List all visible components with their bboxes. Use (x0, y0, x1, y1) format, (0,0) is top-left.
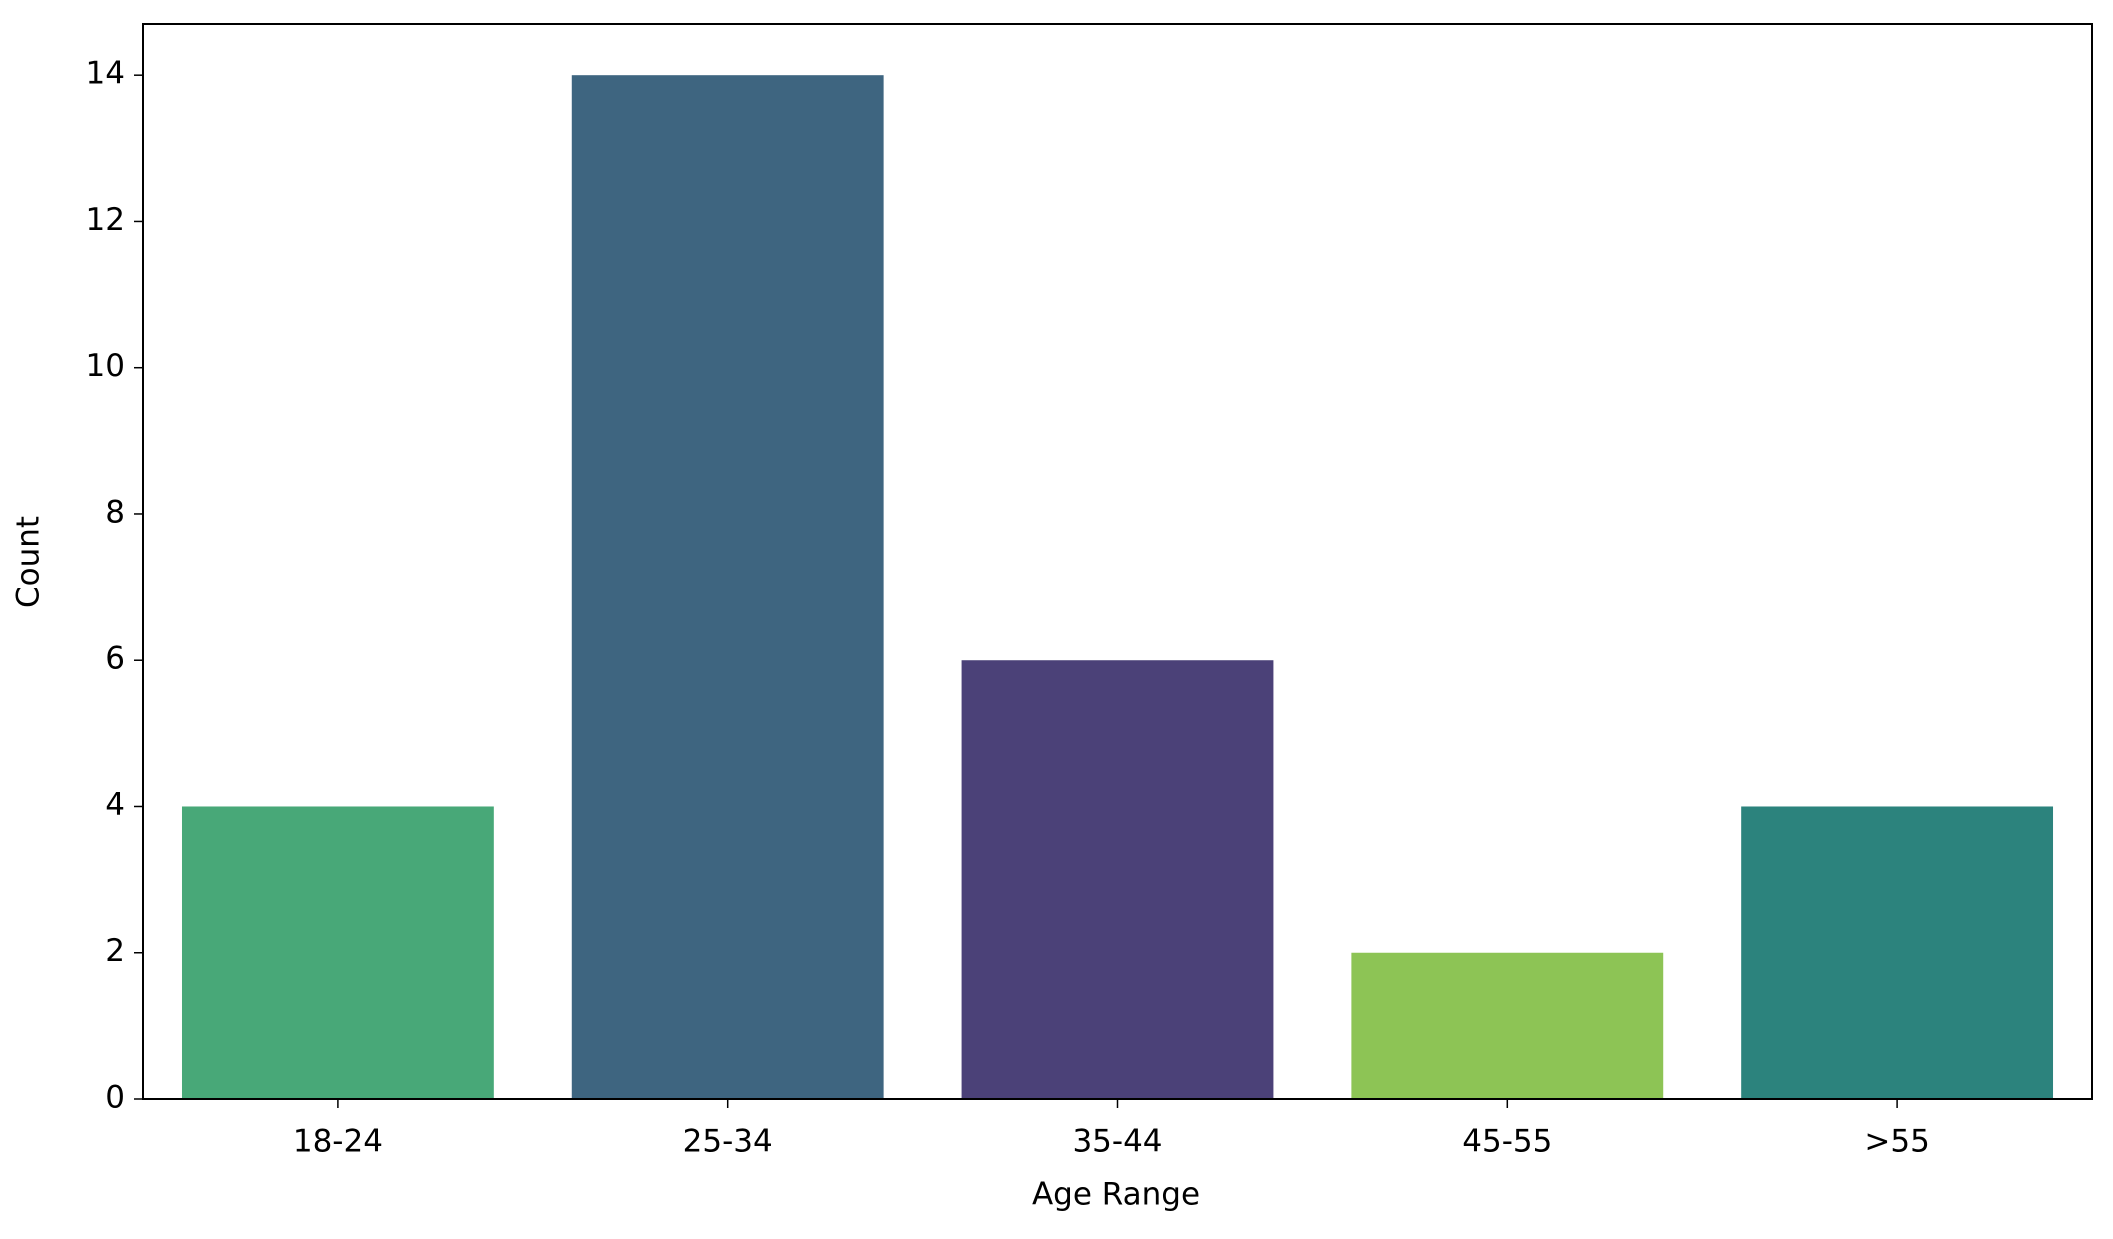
plot-frame (142, 23, 2093, 1100)
x-tick-label: 25-34 (683, 1124, 773, 1160)
x-tick-label: 18-24 (293, 1124, 383, 1160)
bar (961, 660, 1274, 1099)
bar (571, 75, 884, 1099)
y-tick-label: 8 (105, 494, 125, 530)
x-tick-label: >55 (1864, 1124, 1929, 1160)
y-axis-label: Count (11, 516, 47, 608)
x-tick-label: 35-44 (1072, 1124, 1162, 1160)
y-tick-label: 4 (105, 787, 125, 823)
bar (1741, 806, 2054, 1099)
bar (181, 806, 494, 1099)
y-tick-label: 10 (86, 348, 125, 384)
y-tick-label: 12 (86, 202, 125, 238)
y-tick-label: 6 (105, 641, 125, 677)
x-tick-label: 45-55 (1462, 1124, 1552, 1160)
x-axis-label: Age Range (1032, 1177, 1200, 1213)
y-tick-label: 0 (105, 1080, 125, 1116)
bar (1351, 952, 1664, 1099)
y-tick-label: 14 (86, 56, 125, 92)
y-tick-label: 2 (105, 933, 125, 969)
